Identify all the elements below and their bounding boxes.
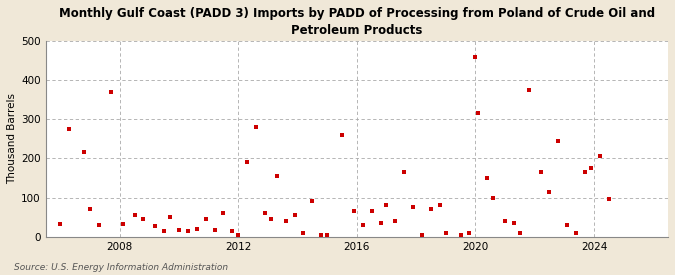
Point [289,213,300,217]
Point [440,230,451,235]
Point [271,174,282,178]
Point [260,211,271,215]
Point [562,223,572,227]
Point [159,229,169,233]
Point [523,88,534,92]
Point [298,230,309,235]
Point [316,233,327,237]
Text: Source: U.S. Energy Information Administration: Source: U.S. Energy Information Administ… [14,263,227,272]
Point [595,154,605,159]
Point [150,224,161,228]
Point [182,229,193,233]
Point [55,222,66,226]
Point [586,166,597,170]
Point [138,217,148,221]
Point [500,219,510,223]
Point [129,213,140,217]
Point [348,209,359,213]
Point [105,90,116,94]
Point [307,199,318,204]
Point [280,219,291,223]
Point [165,215,176,219]
Point [367,209,377,213]
Point [381,203,392,208]
Point [473,111,484,116]
Point [488,195,499,200]
Title: Monthly Gulf Coast (PADD 3) Imports by PADD of Processing from Poland of Crude O: Monthly Gulf Coast (PADD 3) Imports by P… [59,7,655,37]
Point [464,230,475,235]
Point [390,219,401,223]
Y-axis label: Thousand Barrels: Thousand Barrels [7,93,17,184]
Point [435,203,446,208]
Point [250,125,261,129]
Point [64,127,75,131]
Point [233,233,244,237]
Point [337,133,348,137]
Point [535,170,546,174]
Point [218,211,229,215]
Point [470,54,481,59]
Point [408,205,418,210]
Point [375,221,386,225]
Point [173,227,184,232]
Point [416,233,427,237]
Point [209,227,220,232]
Point [603,197,614,202]
Point [94,223,105,227]
Point [425,207,436,211]
Point [357,223,368,227]
Point [482,176,493,180]
Point [580,170,591,174]
Point [265,217,276,221]
Point [322,233,333,237]
Point [514,230,525,235]
Point [553,139,564,143]
Point [227,229,238,233]
Point [242,160,252,164]
Point [571,230,582,235]
Point [508,221,519,225]
Point [192,227,202,231]
Point [200,217,211,221]
Point [117,222,128,226]
Point [79,150,90,155]
Point [455,233,466,237]
Point [544,189,555,194]
Point [399,170,410,174]
Point [84,207,95,211]
